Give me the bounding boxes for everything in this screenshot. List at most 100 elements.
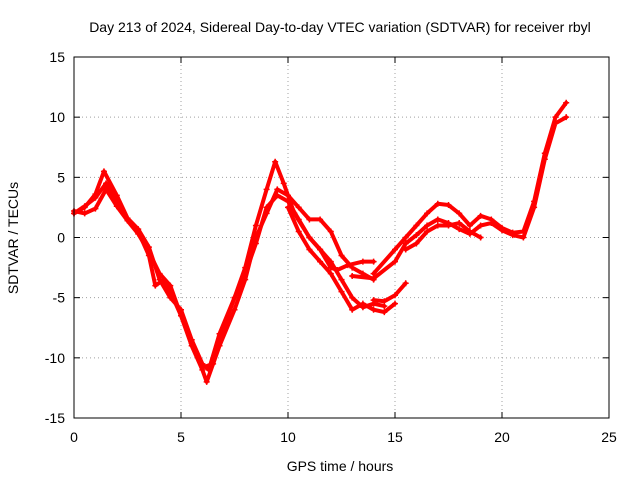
- data-point: [210, 360, 217, 367]
- data-point: [456, 226, 463, 233]
- data-point: [552, 120, 559, 127]
- data-point: [434, 200, 441, 207]
- data-point: [424, 210, 431, 217]
- data-point: [349, 273, 356, 280]
- x-tick-label: 5: [177, 429, 185, 445]
- y-tick-label: -15: [45, 410, 65, 426]
- data-point: [81, 210, 88, 217]
- data-point: [231, 294, 238, 301]
- y-tick-label: -5: [53, 290, 66, 306]
- data-point: [103, 186, 110, 193]
- data-point: [552, 114, 559, 121]
- data-point: [402, 246, 409, 253]
- data-point: [541, 156, 548, 163]
- data-point: [563, 114, 570, 121]
- data-point: [156, 270, 163, 277]
- data-point: [434, 216, 441, 223]
- data-point: [327, 270, 334, 277]
- data-point: [295, 228, 302, 235]
- series-line-track-5: [371, 281, 408, 304]
- data-point: [381, 298, 388, 305]
- y-tick-label: 15: [49, 49, 65, 65]
- y-tick-label: 5: [57, 169, 65, 185]
- data-point: [402, 234, 409, 241]
- data-point: [413, 232, 420, 239]
- series-group: [71, 99, 570, 385]
- data-point: [135, 230, 142, 237]
- data-point: [295, 204, 302, 211]
- data-point: [317, 216, 324, 223]
- data-point: [413, 240, 420, 247]
- data-point: [392, 258, 398, 265]
- data-point: [392, 300, 398, 307]
- data-point: [402, 280, 409, 287]
- data-point: [338, 276, 345, 283]
- y-axis-label: SDTVAR / TECUs: [5, 182, 21, 294]
- data-point: [295, 216, 302, 223]
- data-point: [242, 270, 249, 277]
- data-point: [456, 220, 463, 227]
- data-point: [152, 282, 159, 289]
- data-point: [103, 180, 110, 187]
- data-point: [338, 288, 345, 295]
- data-point: [445, 222, 452, 229]
- y-tick-label: -10: [45, 350, 65, 366]
- data-point: [274, 186, 281, 193]
- data-point: [349, 306, 356, 313]
- data-point: [499, 227, 505, 234]
- y-tick-label: 0: [57, 230, 65, 246]
- data-point: [317, 246, 324, 253]
- data-point: [434, 222, 441, 229]
- data-point: [531, 204, 538, 211]
- data-point: [402, 240, 409, 247]
- x-tick-label: 20: [494, 429, 510, 445]
- data-point: [167, 282, 174, 289]
- data-point: [477, 222, 484, 229]
- data-point: [327, 228, 334, 235]
- data-point: [327, 258, 334, 265]
- x-tick-label: 0: [70, 429, 78, 445]
- data-point: [124, 217, 131, 224]
- data-point: [370, 306, 377, 313]
- y-tick-label: 10: [49, 109, 65, 125]
- data-point: [113, 203, 120, 210]
- data-point: [220, 324, 227, 331]
- data-point: [349, 294, 356, 301]
- x-axis-label: GPS time / hours: [287, 458, 394, 474]
- data-point: [274, 192, 281, 199]
- data-point: [178, 312, 184, 319]
- data-point: [477, 234, 484, 241]
- data-point: [272, 158, 279, 165]
- data-point: [338, 252, 345, 259]
- x-tick-label: 10: [280, 429, 296, 445]
- data-point: [477, 212, 484, 219]
- data-point: [424, 222, 431, 229]
- x-tick-label: 25: [601, 429, 617, 445]
- data-point: [306, 234, 313, 241]
- data-point: [100, 168, 107, 175]
- data-point: [285, 192, 291, 199]
- data-point: [306, 216, 313, 223]
- data-point: [349, 264, 356, 271]
- data-point: [81, 203, 88, 210]
- data-point: [280, 180, 287, 187]
- x-tick-label: 15: [387, 429, 403, 445]
- data-point: [285, 204, 291, 211]
- data-point: [424, 228, 431, 235]
- data-point: [359, 258, 366, 265]
- data-point: [466, 228, 473, 235]
- data-point: [252, 240, 259, 247]
- data-point: [370, 297, 377, 304]
- data-point: [231, 306, 238, 313]
- axis-ticks: 0 5 10 15 20 25 -15 -10 -5 0 5 10 15: [45, 49, 617, 445]
- chart-title: Day 213 of 2024, Sidereal Day-to-day VTE…: [89, 19, 591, 35]
- data-point: [317, 258, 324, 265]
- data-point: [285, 198, 291, 205]
- data-point: [370, 258, 377, 265]
- data-point: [199, 364, 206, 371]
- data-point: [203, 378, 210, 385]
- data-point: [263, 204, 270, 211]
- data-point: [413, 222, 420, 229]
